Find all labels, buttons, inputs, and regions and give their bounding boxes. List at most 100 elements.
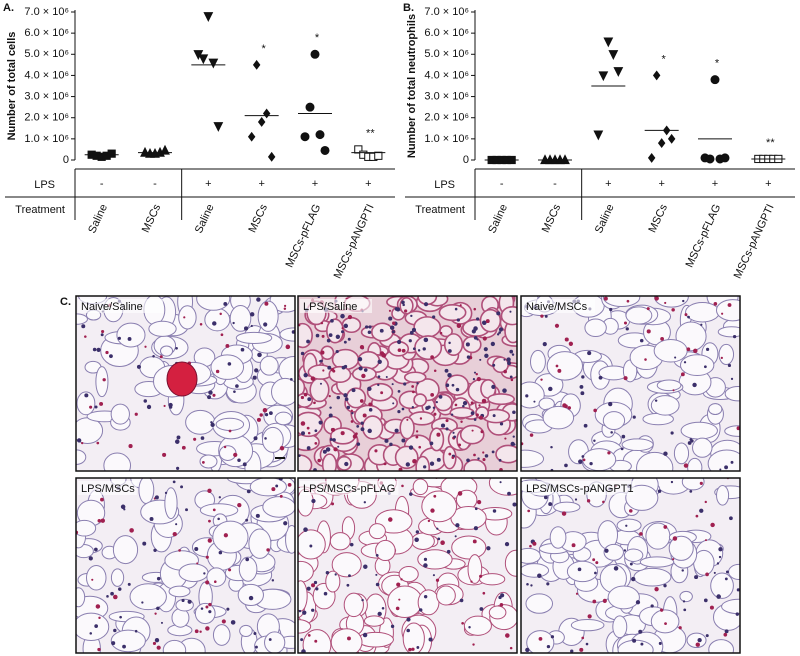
nucleus (347, 636, 351, 641)
nucleus (412, 459, 417, 464)
nucleus (546, 582, 550, 586)
category-label: MSCs (646, 202, 670, 235)
panel-frame (520, 295, 741, 472)
nucleus (245, 518, 249, 522)
alveolus (363, 615, 385, 627)
point (213, 122, 224, 132)
nucleus (491, 384, 496, 389)
nucleus (574, 498, 578, 501)
alveolus (692, 437, 713, 458)
alveolus (467, 554, 483, 584)
nucleus (462, 404, 465, 408)
nucleus (154, 495, 159, 500)
nucleus (409, 492, 413, 496)
nucleus (396, 582, 401, 587)
nucleus (81, 441, 84, 445)
alveolus (525, 593, 554, 614)
nucleus (404, 309, 408, 313)
nucleus (388, 309, 391, 312)
nucleus (729, 516, 733, 521)
alveolus (76, 519, 97, 537)
nucleus (582, 458, 586, 462)
nucleus (246, 489, 251, 494)
point (647, 152, 656, 163)
y-tick-label: 6.0 × 10⁶ (424, 27, 469, 39)
y-tick-label: 5.0 × 10⁶ (24, 48, 69, 60)
nucleus (336, 395, 340, 400)
nucleus (219, 312, 222, 316)
alveolus (412, 478, 429, 496)
nucleus (257, 352, 262, 358)
nucleus (207, 538, 212, 543)
nucleus (533, 400, 536, 403)
alveolus (168, 585, 191, 598)
alveolus (521, 547, 542, 564)
nucleus (427, 405, 431, 409)
point (320, 145, 330, 155)
significance: * (262, 43, 267, 55)
nucleus (398, 467, 403, 471)
tissue-image (298, 478, 517, 653)
nucleus (625, 327, 629, 331)
nucleus (503, 369, 507, 374)
panel-caption: LPS/MSCs-pFLAG (303, 483, 395, 495)
nucleus (341, 327, 344, 330)
nucleus (156, 645, 161, 650)
nucleus (401, 484, 404, 488)
nucleus (389, 325, 395, 330)
nucleus (411, 385, 415, 388)
point (203, 12, 214, 22)
nucleus (194, 546, 199, 552)
alveolus (650, 395, 680, 416)
nucleus (406, 418, 409, 421)
lps-sign: + (658, 178, 664, 190)
nucleus (97, 519, 102, 523)
nucleus (502, 388, 507, 393)
alveolus (636, 451, 674, 471)
nucleus (663, 584, 667, 588)
nucleus (96, 441, 100, 445)
nucleus (181, 598, 185, 603)
nucleus (255, 645, 258, 649)
point (257, 117, 266, 127)
alveolus (434, 393, 453, 412)
nucleus (218, 496, 221, 499)
nucleus (367, 330, 372, 335)
nucleus (318, 420, 323, 425)
nucleus (484, 454, 489, 458)
nucleus (329, 437, 333, 441)
nucleus (307, 397, 312, 402)
nucleus (136, 364, 141, 369)
nucleus (205, 555, 209, 559)
point (262, 108, 271, 119)
nucleus (317, 458, 321, 463)
row-label: LPS (34, 179, 55, 191)
nucleus (355, 432, 358, 436)
nucleus (529, 544, 532, 548)
nucleus (311, 498, 316, 504)
nucleus (621, 434, 626, 439)
nucleus (736, 426, 740, 431)
nucleus (416, 646, 420, 649)
nucleus (429, 461, 435, 466)
alveolus (708, 403, 723, 416)
alveolus (399, 416, 415, 440)
nucleus (526, 582, 529, 586)
nucleus (406, 617, 411, 622)
point (613, 67, 624, 77)
nucleus (509, 375, 513, 379)
nucleus (144, 345, 147, 348)
nucleus (129, 528, 134, 533)
nucleus (727, 363, 732, 368)
nucleus (476, 377, 481, 382)
nucleus (650, 604, 654, 608)
nucleus (392, 402, 395, 405)
nucleus (215, 369, 220, 374)
significance: * (315, 32, 320, 44)
nucleus (512, 435, 515, 438)
nucleus (681, 569, 684, 572)
nucleus (736, 588, 740, 592)
nucleus (196, 562, 199, 565)
nucleus (89, 405, 93, 409)
nucleus (400, 578, 403, 581)
